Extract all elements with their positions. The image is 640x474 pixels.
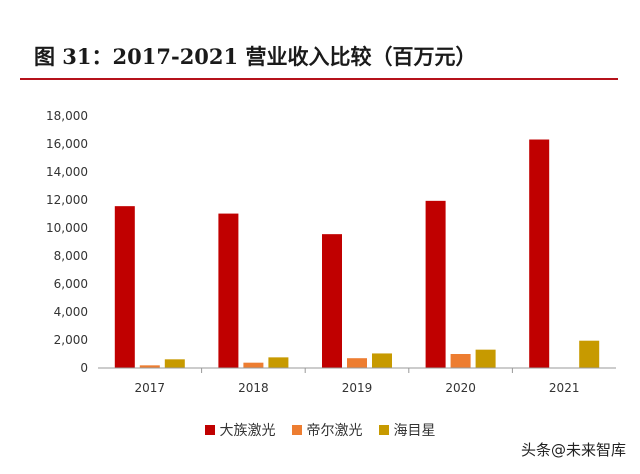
y-tick-label: 6,000 — [54, 277, 88, 291]
y-tick-label: 12,000 — [46, 193, 88, 207]
bar-1-2020 — [425, 200, 446, 368]
x-tick-label: 2019 — [342, 381, 373, 395]
x-tick-label: 2017 — [135, 381, 166, 395]
bar-2-2020 — [450, 354, 471, 368]
y-tick-label: 4,000 — [54, 305, 88, 319]
bar-3-2020 — [475, 349, 496, 368]
y-tick-label: 16,000 — [46, 137, 88, 151]
bar-3-2019 — [372, 353, 392, 368]
bar-3-2018 — [268, 357, 289, 368]
legend-swatch — [291, 425, 302, 435]
y-tick-label: 14,000 — [46, 165, 88, 179]
bar-1-2018 — [218, 213, 239, 368]
bar-3-2021 — [579, 340, 600, 368]
legend-swatch — [204, 425, 215, 435]
bar-2-2018 — [243, 362, 264, 368]
chart-title: 图 31：2017-2021 营业收入比较（百万元） — [34, 44, 477, 69]
y-tick-label: 2,000 — [54, 333, 88, 347]
legend-item-haimuxing: 海目星 — [378, 420, 436, 440]
y-tick-label: 8,000 — [54, 249, 88, 263]
watermark: 头条@未来智库 — [520, 441, 626, 459]
legend-label: 海目星 — [393, 423, 436, 439]
y-axis: 0 2,000 4,000 6,000 8,000 10,000 12,000 14,000 1… — [46, 109, 88, 375]
x-tick-label: 2021 — [549, 381, 580, 395]
y-tick-label: 0 — [80, 361, 88, 375]
bar-2-2019 — [347, 358, 367, 368]
legend-swatch — [378, 425, 389, 435]
x-tick-label: 2018 — [238, 381, 269, 395]
x-axis: 2017 2018 2019 2020 2021 — [98, 367, 616, 395]
bar-1-2019 — [322, 234, 342, 368]
y-tick-label: 18,000 — [46, 109, 88, 123]
legend: 大族激光 帝尔激光 海目星 — [0, 420, 640, 440]
legend-item-dazu: 大族激光 — [204, 420, 276, 440]
bar-3-2017 — [164, 359, 185, 368]
x-tick-label: 2020 — [445, 381, 476, 395]
title-divider — [20, 78, 618, 80]
legend-label: 帝尔激光 — [306, 423, 363, 439]
legend-label: 大族激光 — [219, 423, 276, 439]
bar-2-2017 — [139, 365, 160, 368]
bar-1-2021 — [529, 139, 550, 368]
y-tick-label: 10,000 — [46, 221, 88, 235]
bar-1-2017 — [114, 206, 135, 368]
legend-item-dier: 帝尔激光 — [291, 420, 363, 440]
bars — [114, 139, 600, 368]
